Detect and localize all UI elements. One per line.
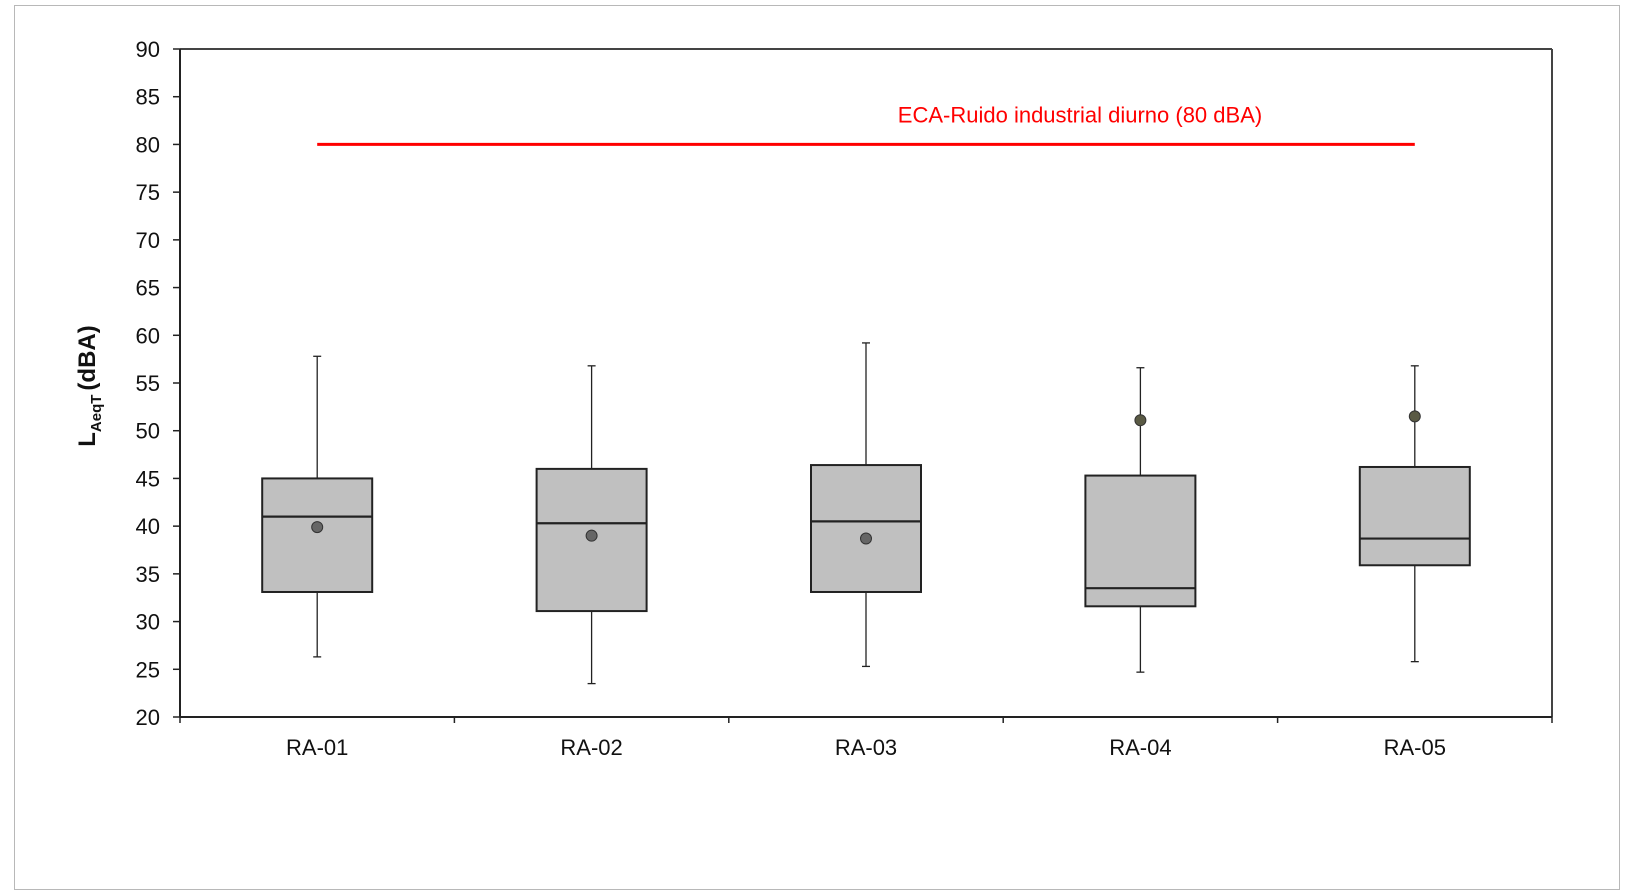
y-tick-label: 90 [136,37,160,62]
chart-frame: 20 25 30 35 40 45 50 55 60 65 70 75 80 85 90 RA-01 RA-0… [14,5,1620,890]
x-axis: RA-01 RA-02 RA-03 RA-04 RA-05 [179,716,1553,760]
y-tick-label: 45 [136,466,160,491]
iqr-box [261,477,374,593]
box-group-ra-04 [1084,367,1197,673]
threshold-line-group: ECA-Ruido industrial diurno (80 dBA) [317,102,1415,146]
box-group-ra-05 [1358,365,1471,663]
mean-marker [860,532,872,545]
box-group-ra-03 [810,342,922,668]
iqr-box [1358,465,1471,567]
y-tick-label: 80 [136,132,160,157]
y-tick-label: 55 [136,371,160,396]
y-tick-label: 75 [136,180,160,205]
y-tick-label: 50 [136,419,160,444]
x-category-label: RA-05 [1384,735,1446,760]
mean-marker [1134,414,1147,427]
y-axis-label-unit: (dBA) [74,325,101,390]
threshold-label: ECA-Ruido industrial diurno (80 dBA) [898,102,1262,127]
mean-marker [1408,410,1421,423]
y-axis: 20 25 30 35 40 45 50 55 60 65 70 75 80 85 90 [136,37,181,730]
x-category-label: RA-01 [286,735,348,760]
y-tick-label: 40 [136,514,160,539]
y-tick-label: 85 [136,85,160,110]
y-tick-label: 65 [136,276,160,301]
y-tick-label: 60 [136,323,160,348]
box-series [261,342,1471,685]
y-axis-label: LAeqT (dBA) [74,325,105,446]
y-axis-label-sub: AeqT [88,395,105,433]
y-tick-label: 30 [136,610,160,635]
y-tick-label: 70 [136,228,160,253]
iqr-box [1084,474,1197,608]
iqr-box [810,464,922,593]
box-group-ra-01 [261,355,374,658]
y-axis-label-main: L [74,432,101,447]
box-group-ra-02 [535,365,648,685]
x-category-label: RA-02 [560,735,622,760]
y-tick-label: 25 [136,657,160,682]
y-tick-label: 35 [136,562,160,587]
mean-marker [311,521,324,534]
y-tick-label: 20 [136,705,160,730]
x-category-label: RA-03 [835,735,897,760]
x-category-label: RA-04 [1109,735,1171,760]
mean-marker [585,529,598,542]
